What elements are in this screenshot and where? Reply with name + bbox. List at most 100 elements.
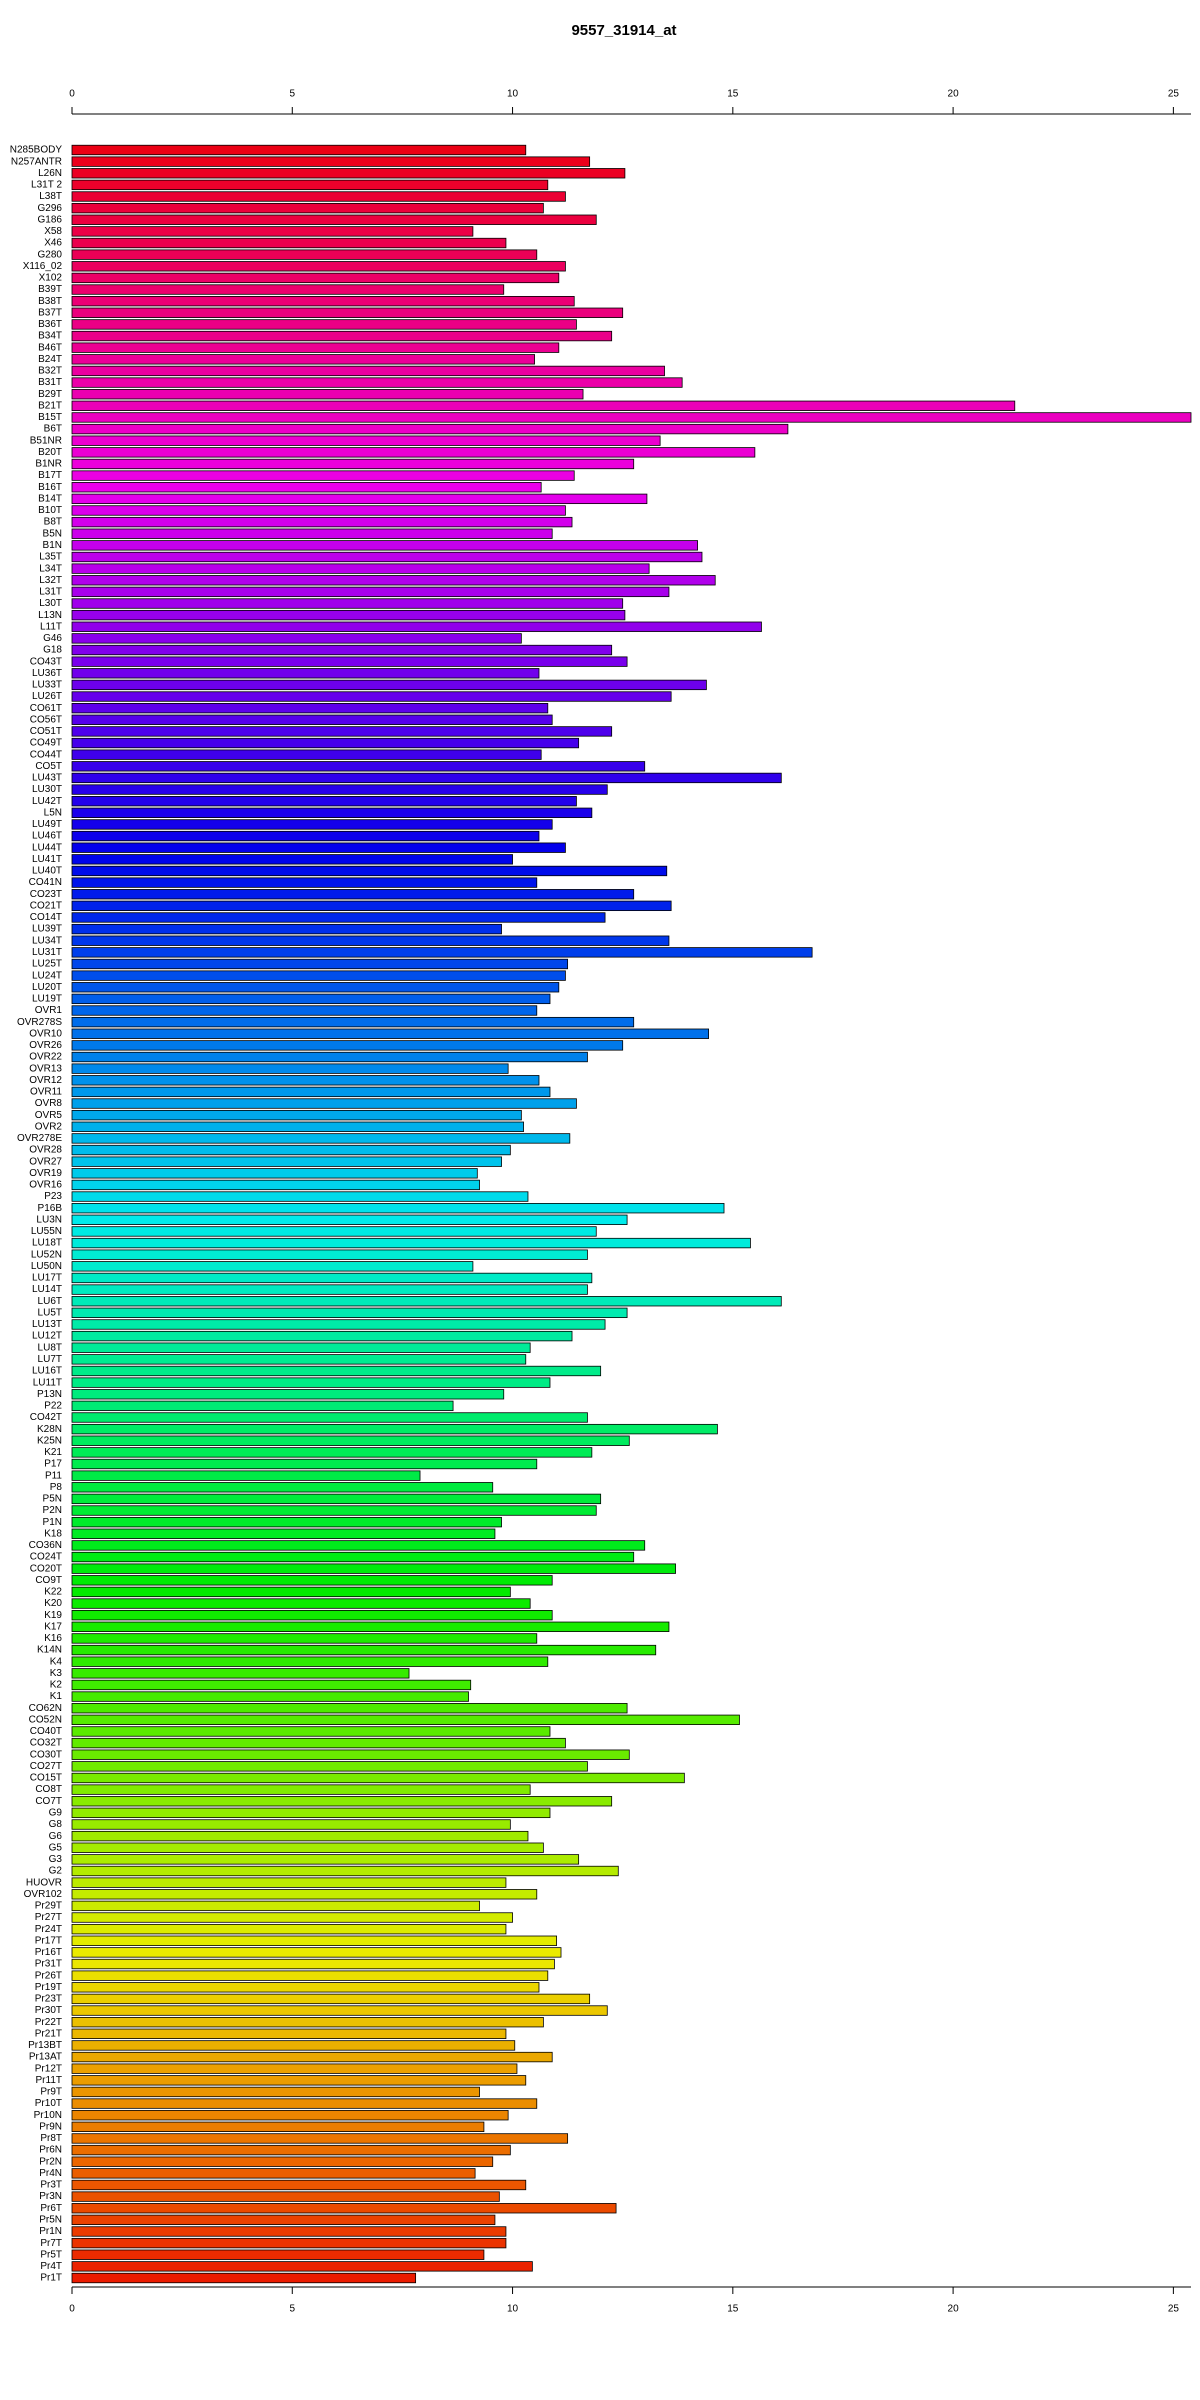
x-tick-label: 10: [507, 89, 519, 100]
y-tick-label: Pr13AT: [29, 2052, 62, 2063]
bar: [71, 1005, 538, 1016]
y-tick-label: L34T: [39, 563, 62, 574]
y-tick-label: LU55N: [31, 1226, 62, 1237]
bar: [71, 2272, 417, 2284]
y-tick-label: OVR16: [29, 1180, 62, 1191]
bar: [71, 1528, 496, 1539]
y-tick-label: K4: [50, 1656, 63, 1667]
y-tick-label: LU46T: [32, 831, 62, 842]
y-tick-label: OVR12: [29, 1075, 62, 1086]
y-tick-label: CO32T: [30, 1738, 62, 1749]
y-tick-label: L35T: [39, 552, 62, 563]
y-tick-label: L5N: [44, 807, 62, 818]
y-tick-label: LU14T: [32, 1284, 62, 1295]
y-tick-label: B38T: [38, 296, 62, 307]
y-tick-label: OVR2: [35, 1121, 63, 1132]
x-tick-label: 15: [727, 89, 739, 100]
y-tick-label: LU13T: [32, 1319, 62, 1330]
y-tick-label: LU43T: [32, 773, 62, 784]
bar: [71, 1551, 635, 1563]
y-tick-label: LU44T: [32, 842, 62, 853]
bar: [71, 284, 505, 295]
y-tick-label: K28N: [37, 1424, 62, 1435]
y-tick-label: CO36N: [29, 1540, 62, 1551]
y-tick-label: LU19T: [32, 994, 62, 1005]
y-tick-label: LU42T: [32, 796, 62, 807]
y-tick-label: OVR28: [29, 1145, 62, 1156]
bar: [71, 923, 502, 935]
bar: [71, 354, 535, 365]
bar: [71, 842, 566, 853]
y-tick-label: LU26T: [32, 691, 62, 702]
y-tick-label: LU5T: [38, 1307, 62, 1318]
y-tick-label: LU20T: [32, 982, 62, 993]
bar: [71, 1796, 613, 1807]
bar: [71, 1354, 527, 1365]
y-tick-label: B20T: [38, 447, 62, 458]
y-tick-label: G6: [49, 1831, 63, 1842]
y-tick-label: G18: [43, 645, 62, 656]
bar: [71, 1772, 685, 1784]
y-tick-label: CO44T: [30, 749, 62, 760]
bar: [71, 272, 560, 284]
bar: [71, 1923, 507, 1935]
bar: [71, 702, 549, 714]
bar: [71, 412, 1192, 423]
bar: [71, 1133, 571, 1144]
bar: [71, 1575, 553, 1586]
y-tick-label: OVR102: [24, 1889, 63, 1900]
bar: [71, 1203, 725, 1214]
bar: [71, 609, 626, 621]
bar: [71, 1249, 588, 1260]
y-tick-label: B31T: [38, 377, 62, 388]
bar: [71, 1703, 628, 1714]
bar: [71, 2261, 533, 2272]
bar: [71, 2098, 538, 2109]
y-tick-label: LU25T: [32, 959, 62, 970]
bar: [71, 598, 624, 609]
y-tick-label: Pr6T: [40, 2203, 62, 2214]
bar: [71, 772, 782, 784]
y-tick-label: K17: [44, 1621, 62, 1632]
y-tick-label: G5: [49, 1842, 63, 1853]
y-tick-label: K20: [44, 1598, 62, 1609]
y-tick-label: B21T: [38, 400, 62, 411]
y-tick-label: LU36T: [32, 668, 62, 679]
y-tick-label: CO21T: [30, 900, 62, 911]
y-tick-label: CO56T: [30, 714, 62, 725]
y-tick-label: OVR19: [29, 1168, 62, 1179]
y-tick-label: CO41N: [29, 877, 62, 888]
y-tick-label: X46: [44, 238, 62, 249]
y-tick-label: LU3N: [36, 1214, 62, 1225]
y-tick-label: K21: [44, 1447, 62, 1458]
bar: [71, 261, 566, 272]
bar: [71, 249, 538, 260]
y-tick-label: L30T: [39, 598, 62, 609]
bar: [71, 982, 560, 993]
bar: [71, 1423, 718, 1435]
bar: [71, 1307, 628, 1319]
y-tick-label: K18: [44, 1528, 62, 1539]
bar: [71, 1633, 538, 1644]
y-tick-label: Pr29T: [35, 1901, 62, 1912]
y-tick-label: B37T: [38, 307, 62, 318]
bar: [71, 1621, 670, 1632]
bar: [71, 2086, 480, 2098]
y-tick-label: B10T: [38, 505, 62, 516]
bar: [71, 1807, 551, 1819]
bar: [71, 470, 575, 481]
y-tick-label: OVR11: [30, 1087, 62, 1098]
bar: [71, 2110, 509, 2121]
y-tick-label: B1N: [43, 540, 62, 551]
y-tick-label: Pr21T: [35, 2028, 62, 2039]
y-tick-label: OVR278E: [17, 1133, 62, 1144]
y-tick-label: Pr5N: [39, 2214, 62, 2225]
bar: [71, 807, 593, 818]
y-tick-label: B6T: [44, 424, 62, 435]
y-tick-label: OVR10: [29, 1028, 62, 1039]
y-tick-label: Pr10N: [34, 2110, 62, 2121]
y-tick-label: Pr26T: [35, 1970, 62, 1981]
y-tick-label: Pr8T: [40, 2133, 62, 2144]
y-tick-label: G8: [49, 1819, 63, 1830]
y-tick-label: B8T: [44, 517, 62, 528]
